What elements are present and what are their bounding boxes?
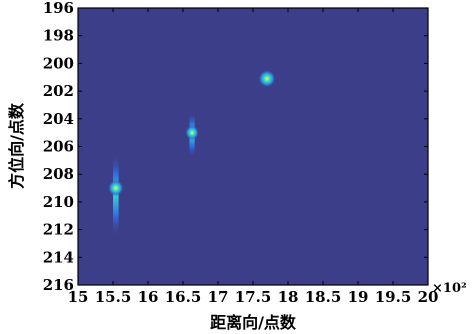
heatmap-peak [185, 125, 200, 141]
x-tick-label: 18 [278, 288, 299, 306]
x-tick-label: 19 [348, 288, 369, 306]
x-axis-title: 距离向/点数 [210, 313, 297, 332]
y-tick-label: 212 [43, 221, 74, 239]
x-tick-label: 16 [138, 288, 159, 306]
x-tick-label: 18.5 [305, 288, 342, 306]
y-tick-label: 216 [43, 276, 74, 294]
x-tick-label: 19.5 [375, 288, 412, 306]
y-tick-label: 198 [43, 27, 74, 45]
y-tick-label: 210 [43, 193, 74, 211]
x-tick-label: 20 [418, 288, 439, 306]
y-tick-label: 202 [43, 82, 74, 100]
x-axis-ticks: 15 15.5 16 16.5 17 17.5 18 18.5 19 19.5 20 [68, 8, 439, 306]
x-tick-label: 16.5 [165, 288, 202, 306]
heatmap-peak [258, 69, 276, 88]
y-axis-title: 方位向/点数 [7, 102, 26, 189]
y-tick-label: 208 [43, 165, 74, 183]
plot-area [78, 8, 428, 285]
y-tick-label: 196 [43, 0, 74, 17]
y-tick-label: 200 [43, 54, 74, 72]
heatmap-peak [107, 179, 124, 197]
x-tick-label: 17 [208, 288, 229, 306]
y-axis-ticks: 196 198 200 202 204 206 208 210 212 214 216 [43, 0, 428, 294]
y-tick-label: 206 [43, 138, 74, 156]
x-tick-label: 15.5 [95, 288, 132, 306]
x-tick-label: 15 [68, 288, 89, 306]
x-tick-label: 17.5 [235, 288, 272, 306]
x-multiplier-label: ×10² [432, 281, 467, 296]
y-tick-label: 214 [43, 248, 74, 266]
y-tick-label: 204 [43, 110, 74, 128]
heatmap-marks [107, 69, 276, 237]
